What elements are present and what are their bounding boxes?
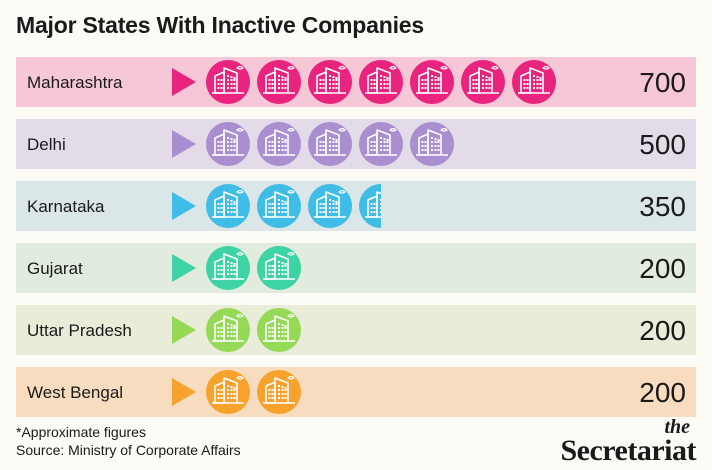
office-building-icon <box>461 60 505 104</box>
office-building-icon <box>359 122 403 166</box>
office-building-icon <box>512 60 556 104</box>
footnote-source: Source: Ministry of Corporate Affairs <box>16 442 241 458</box>
office-building-icon <box>308 122 352 166</box>
row-delhi: Delhi 500 <box>16 119 696 169</box>
value-label: 350 <box>639 191 686 222</box>
row-background <box>16 181 696 231</box>
chart-title: Major States With Inactive Companies <box>16 12 424 38</box>
category-label: Gujarat <box>27 259 83 278</box>
category-label: Maharashtra <box>27 73 123 92</box>
brand-the: the <box>664 416 690 438</box>
pointer-triangle <box>172 316 196 344</box>
pointer-triangle <box>172 378 196 406</box>
value-label: 200 <box>639 315 686 346</box>
value-label: 500 <box>639 129 686 160</box>
office-building-icon <box>257 60 301 104</box>
office-building-icon <box>410 122 454 166</box>
row-background <box>16 57 696 107</box>
row-background <box>16 243 696 293</box>
office-building-icon <box>359 60 403 104</box>
office-building-icon <box>257 122 301 166</box>
office-building-icon <box>257 184 301 228</box>
value-label: 700 <box>639 67 686 98</box>
office-building-icon <box>206 370 250 414</box>
office-building-icon <box>257 308 301 352</box>
row-maharashtra: Maharashtra 700 <box>16 57 696 107</box>
office-building-icon <box>308 184 352 228</box>
category-label: Delhi <box>27 135 66 154</box>
category-label: Karnataka <box>27 197 105 216</box>
pointer-triangle <box>172 68 196 96</box>
pointer-triangle <box>172 192 196 220</box>
pointer-triangle <box>172 130 196 158</box>
value-label: 200 <box>639 253 686 284</box>
row-background <box>16 367 696 417</box>
office-building-icon <box>257 370 301 414</box>
office-building-icon <box>206 122 250 166</box>
category-label: West Bengal <box>27 383 123 402</box>
office-building-icon <box>206 246 250 290</box>
office-building-icon <box>308 60 352 104</box>
row-gujarat: Gujarat 200 <box>16 243 696 293</box>
office-building-icon <box>410 60 454 104</box>
office-building-icon <box>206 60 250 104</box>
pointer-triangle <box>172 254 196 282</box>
row-karnataka: Karnataka 350 <box>16 181 696 231</box>
office-building-icon <box>359 184 381 228</box>
category-label: Uttar Pradesh <box>27 321 132 340</box>
footnote: *Approximate figures Source: Ministry of… <box>16 423 241 459</box>
office-building-icon <box>206 308 250 352</box>
footnote-approx: *Approximate figures <box>16 424 146 440</box>
brand-logo: the Secretariat <box>560 416 696 467</box>
row-background <box>16 119 696 169</box>
row-west-bengal: West Bengal 200 <box>16 367 696 417</box>
office-building-icon <box>257 246 301 290</box>
office-building-icon <box>206 184 250 228</box>
brand-secretariat: Secretariat <box>560 434 696 467</box>
value-label: 200 <box>639 377 686 408</box>
row-uttar-pradesh: Uttar Pradesh 200 <box>16 305 696 355</box>
row-background <box>16 305 696 355</box>
